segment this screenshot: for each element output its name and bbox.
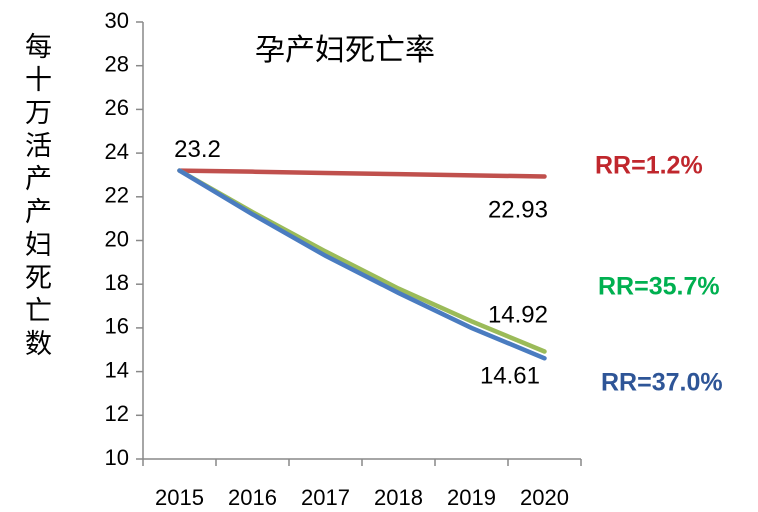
data-label: 14.92 xyxy=(488,301,548,328)
series-line xyxy=(177,168,547,179)
y-tick-label: 20 xyxy=(105,226,129,251)
x-tick-label: 2018 xyxy=(374,485,423,510)
y-tick-label: 10 xyxy=(105,445,129,470)
x-tick-label: 2017 xyxy=(301,485,350,510)
y-tick-label: 28 xyxy=(105,52,129,77)
x-tick-label: 2016 xyxy=(228,485,277,510)
x-tick-label: 2015 xyxy=(155,485,204,510)
y-tick-label: 26 xyxy=(105,95,129,120)
y-tick-label: 12 xyxy=(105,401,129,426)
series-annotation: RR=1.2% xyxy=(595,152,703,180)
y-tick-label: 14 xyxy=(105,357,129,382)
series-line xyxy=(177,168,547,361)
x-tick-label: 2019 xyxy=(447,485,496,510)
y-tick-label: 18 xyxy=(105,270,129,295)
y-tick-label: 30 xyxy=(105,8,129,33)
data-label: 22.93 xyxy=(488,196,548,223)
series-annotation: RR=37.0% xyxy=(601,369,723,397)
y-tick-label: 24 xyxy=(105,139,129,164)
data-label: 23.2 xyxy=(174,136,221,163)
data-label: 14.61 xyxy=(480,362,540,389)
chart-title: 孕产妇死亡率 xyxy=(255,34,435,67)
series-annotation: RR=35.7% xyxy=(598,273,720,301)
y-tick-label: 22 xyxy=(105,183,129,208)
x-tick-label: 2020 xyxy=(520,485,569,510)
y-tick-label: 16 xyxy=(105,314,129,339)
y-axis-label: 每十万活产产妇死亡数 xyxy=(20,32,51,362)
